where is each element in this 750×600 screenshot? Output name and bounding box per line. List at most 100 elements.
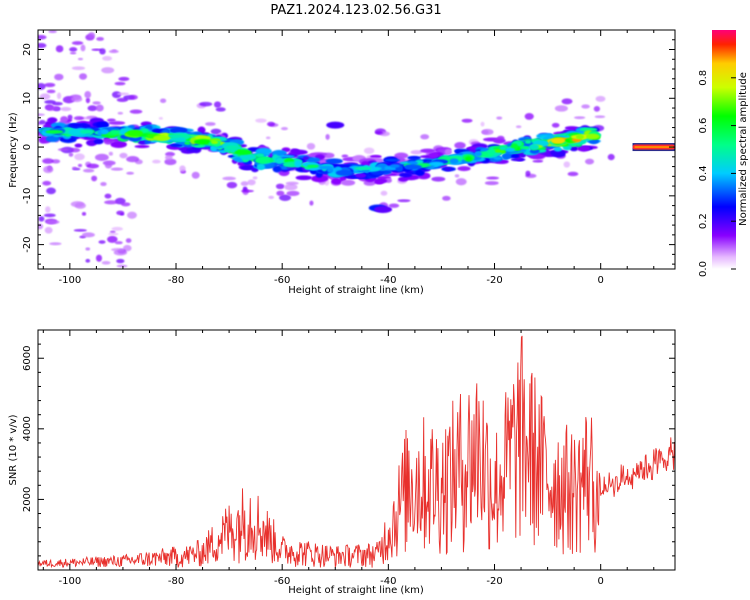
spectrogram-noise-blob: [116, 92, 130, 96]
spectrogram-x-tick-label: -80: [168, 275, 184, 286]
spectrogram-noise-blob: [107, 235, 118, 243]
spectrogram-noise-blob: [42, 180, 52, 186]
spectrogram-noise-blob: [125, 238, 132, 243]
spectrogram-noise-blob: [81, 232, 95, 238]
spectrogram-noise-blob: [286, 190, 300, 197]
spectrogram-ridge-blob: [109, 129, 120, 134]
spectrogram-noise-blob: [129, 94, 138, 100]
spectrogram-noise-blob: [595, 95, 606, 102]
snr-x-tick-label: -20: [486, 576, 502, 587]
spectrogram-noise-blob: [86, 163, 100, 169]
spectrogram-x-axis-label: Height of straight line (km): [288, 285, 424, 296]
spectrogram-noise-blob: [108, 151, 113, 156]
spectrogram-ridge-blob: [194, 138, 212, 145]
spectrogram-noise-blob: [455, 178, 467, 186]
spectrogram-noise-blob: [104, 200, 118, 205]
spectrogram-noise-blob: [85, 258, 91, 263]
spectrogram-noise-blob: [120, 212, 125, 216]
spectrogram-noise-blob: [38, 223, 44, 230]
spectrogram-noise-blob: [100, 181, 107, 187]
spectrogram-noise-blob: [121, 202, 131, 207]
spectrogram-noise-blob: [51, 159, 61, 164]
spectrogram-ridge-blob: [197, 126, 206, 134]
spectrogram-ridge-blob: [579, 127, 598, 132]
spectrogram-ridge-blob: [101, 129, 109, 135]
spectrogram-noise-blob: [95, 104, 104, 112]
spectrogram-ridge-blob: [501, 153, 512, 160]
spectrogram-ridge-blob: [564, 126, 579, 131]
colorbar-tick-label: 0.6: [698, 118, 709, 134]
spectrogram-noise-blob: [85, 247, 91, 251]
spectrogram-noise-blob: [388, 203, 400, 208]
spectrogram-noise-blob: [442, 195, 451, 201]
spectrogram-noise-blob: [165, 154, 173, 161]
snr-y-tick-label: 4000: [22, 416, 33, 441]
spectrogram-ridge-blob: [110, 140, 127, 149]
spectrogram-noise-blob: [255, 118, 267, 123]
spectrogram-noise-blob: [44, 226, 53, 234]
spectrogram-noise-blob: [593, 106, 601, 112]
spectrogram-x-tick-label: 0: [597, 275, 603, 286]
spectrogram-ridge-blob: [474, 151, 482, 157]
spectrogram-noise-blob: [101, 260, 111, 265]
spectrogram-ridge-blob: [524, 140, 532, 144]
spectrogram-noise-blob: [110, 167, 124, 171]
spectrogram-ridge-blob: [569, 145, 579, 152]
spectrogram-ridge-blob: [505, 147, 515, 152]
spectrogram-noise-blob: [72, 166, 77, 170]
spectrogram-ridge-blob: [126, 129, 143, 137]
spectrogram-noise-blob: [111, 49, 117, 52]
spectrogram-ridge-blob: [42, 124, 53, 129]
spectrogram-ridge-blob: [50, 122, 67, 129]
spectrogram-ridge-blob: [399, 172, 413, 178]
spectrogram-noise-blob: [54, 73, 64, 81]
spectrogram-noise-blob: [116, 258, 125, 264]
spectrogram-ridge-blob: [96, 121, 110, 129]
spectrogram-axes-frame: [37, 29, 676, 270]
spectrogram-ridge-blob: [575, 134, 585, 140]
spectrogram-ridge-blob: [585, 133, 600, 140]
spectrogram-ridge-blob: [529, 144, 540, 150]
snr-x-tick-label: -100: [58, 576, 81, 587]
spectrogram-noise-blob: [284, 183, 298, 191]
figure-title: PAZ1.2024.123.02.56.G31: [270, 3, 441, 18]
spectrogram-ridge-blob: [449, 158, 459, 164]
spectrogram-blob: [374, 205, 393, 213]
spectrogram-ridge-blob: [134, 144, 150, 149]
spectrogram-noise-blob: [39, 120, 46, 125]
spectrogram-noise-blob: [77, 57, 83, 61]
spectrogram-noise-blob: [561, 98, 573, 105]
spectrogram-noise-blob: [109, 230, 116, 234]
spectrogram-noise-blob: [496, 116, 503, 120]
snr-x-axis-label: Height of straight line (km): [288, 585, 424, 596]
spectrogram-noise-blob: [215, 107, 226, 112]
spectrogram-noise-blob: [102, 56, 113, 61]
snr-x-tick-label: -80: [168, 576, 184, 587]
spectrogram-noise-blob: [532, 159, 544, 163]
spectrogram-noise-blob: [38, 43, 47, 49]
spectrogram-noise-blob: [68, 152, 74, 157]
spectrogram-ridge-blob: [420, 148, 436, 153]
spectrogram-noise-blob: [44, 82, 56, 88]
spectrogram-ridge-blob: [331, 178, 343, 185]
spectrogram-noise-blob: [74, 202, 86, 209]
spectrogram-ridge-blob: [170, 143, 183, 148]
spectrogram-ridge-blob: [553, 147, 563, 152]
spectrogram-ridge-blob: [499, 146, 507, 151]
spectrogram-noise-blob: [607, 153, 615, 161]
spectrogram-y-tick-label: -10: [22, 188, 33, 204]
spectrogram-noise-blob: [46, 89, 56, 94]
spectrogram-ridge-blob: [167, 134, 182, 139]
snr-x-tick-label: -60: [274, 576, 290, 587]
spectrogram-end-band-core: [634, 146, 673, 149]
colorbar-label: Normalized spectral amplitude: [738, 72, 749, 226]
spectrogram-noise-blob: [79, 73, 88, 80]
spectrogram-noise-blob: [152, 159, 161, 164]
spectrogram-noise-blob: [247, 179, 256, 186]
colorbar-ticks: 0.0 0.2 0.4 0.6 0.8: [698, 70, 736, 277]
spectrogram-noise-blob: [515, 125, 522, 129]
spectrogram-noise-blob: [584, 158, 595, 165]
spectrogram-noise-blob: [56, 92, 62, 100]
snr-background: [38, 330, 675, 570]
spectrogram-noise-blob: [126, 171, 135, 175]
